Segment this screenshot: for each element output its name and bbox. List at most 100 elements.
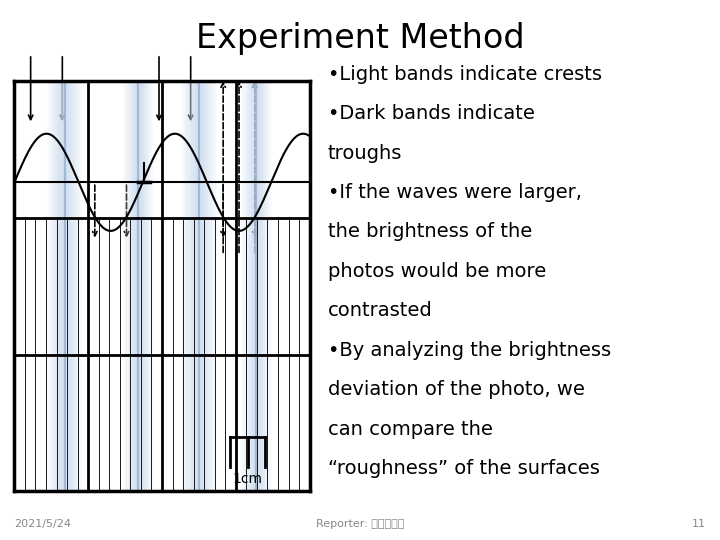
Bar [48,81,49,491]
Bar [122,81,123,491]
Bar [209,81,210,491]
Bar [197,81,199,491]
Bar [208,81,209,491]
Bar [62,81,63,491]
Bar [50,81,52,491]
Bar [260,81,261,491]
Bar [254,81,256,491]
Bar [243,81,245,491]
Bar [199,81,200,491]
Bar [125,81,127,491]
Bar [76,81,77,491]
Bar [133,81,134,491]
Bar [202,81,203,491]
Bar [252,81,253,491]
Bar [135,81,136,491]
Bar [194,81,195,491]
Bar [267,81,269,491]
Text: photos would be more: photos would be more [328,262,546,281]
Bar [55,81,57,491]
Bar [189,81,190,491]
Bar [127,81,129,491]
Bar [153,81,155,491]
Bar [70,81,71,491]
Bar [138,81,140,491]
Bar [182,81,184,491]
Bar [148,81,149,491]
Bar [256,81,258,491]
Bar [151,81,153,491]
Bar [145,81,146,491]
Text: contrasted: contrasted [328,301,432,320]
Bar [251,81,252,491]
Bar [143,81,144,491]
Bar [58,81,60,491]
Bar [262,81,263,491]
Bar [123,81,125,491]
Bar [142,81,143,491]
Bar [186,81,187,491]
Text: 2021/5/24: 2021/5/24 [14,519,71,529]
Bar [240,81,241,491]
Bar [134,81,135,491]
Bar [144,81,145,491]
Bar [180,81,181,491]
Text: •By analyzing the brightness: •By analyzing the brightness [328,341,611,360]
Bar [14,81,310,491]
Bar [71,81,72,491]
Bar [250,81,251,491]
Bar [190,81,192,491]
Text: Reporter: 劉富蘭克林: Reporter: 劉富蘭克林 [316,519,404,529]
Bar [146,81,147,491]
Bar [184,81,185,491]
Bar [65,81,66,491]
Bar [47,81,48,491]
Bar [247,81,248,491]
Text: Experiment Method: Experiment Method [196,22,524,55]
Bar [210,81,212,491]
Bar [60,81,62,491]
Bar [54,81,55,491]
Bar [261,81,262,491]
Bar [217,81,218,491]
Text: the brightness of the: the brightness of the [328,222,532,241]
Bar [81,81,83,491]
Bar [241,81,243,491]
Bar [192,81,194,491]
Bar [57,81,58,491]
Text: •Light bands indicate crests: •Light bands indicate crests [328,65,602,84]
Bar [68,81,70,491]
Text: •If the waves were larger,: •If the waves were larger, [328,183,582,202]
Bar [78,81,80,491]
Bar [249,81,250,491]
Bar [200,81,202,491]
Bar [136,81,138,491]
Bar [75,81,76,491]
Bar [246,81,247,491]
Text: 1cm: 1cm [233,472,263,486]
Bar [258,81,260,491]
Text: deviation of the photo, we: deviation of the photo, we [328,380,585,399]
Bar [213,81,215,491]
Bar [150,81,151,491]
Bar [67,81,68,491]
Text: can compare the: can compare the [328,420,492,438]
Text: •Dark bands indicate: •Dark bands indicate [328,104,534,123]
Text: troughs: troughs [328,144,402,163]
Bar [187,81,189,491]
Bar [263,81,264,491]
Bar [265,81,266,491]
Bar [181,81,182,491]
Bar [52,81,53,491]
Bar [245,81,246,491]
Bar [269,81,271,491]
Bar [49,81,50,491]
Bar [131,81,132,491]
Bar [63,81,65,491]
Bar [253,81,254,491]
Bar [73,81,75,491]
Bar [83,81,84,491]
Bar [207,81,208,491]
Bar [132,81,133,491]
Bar [185,81,186,491]
